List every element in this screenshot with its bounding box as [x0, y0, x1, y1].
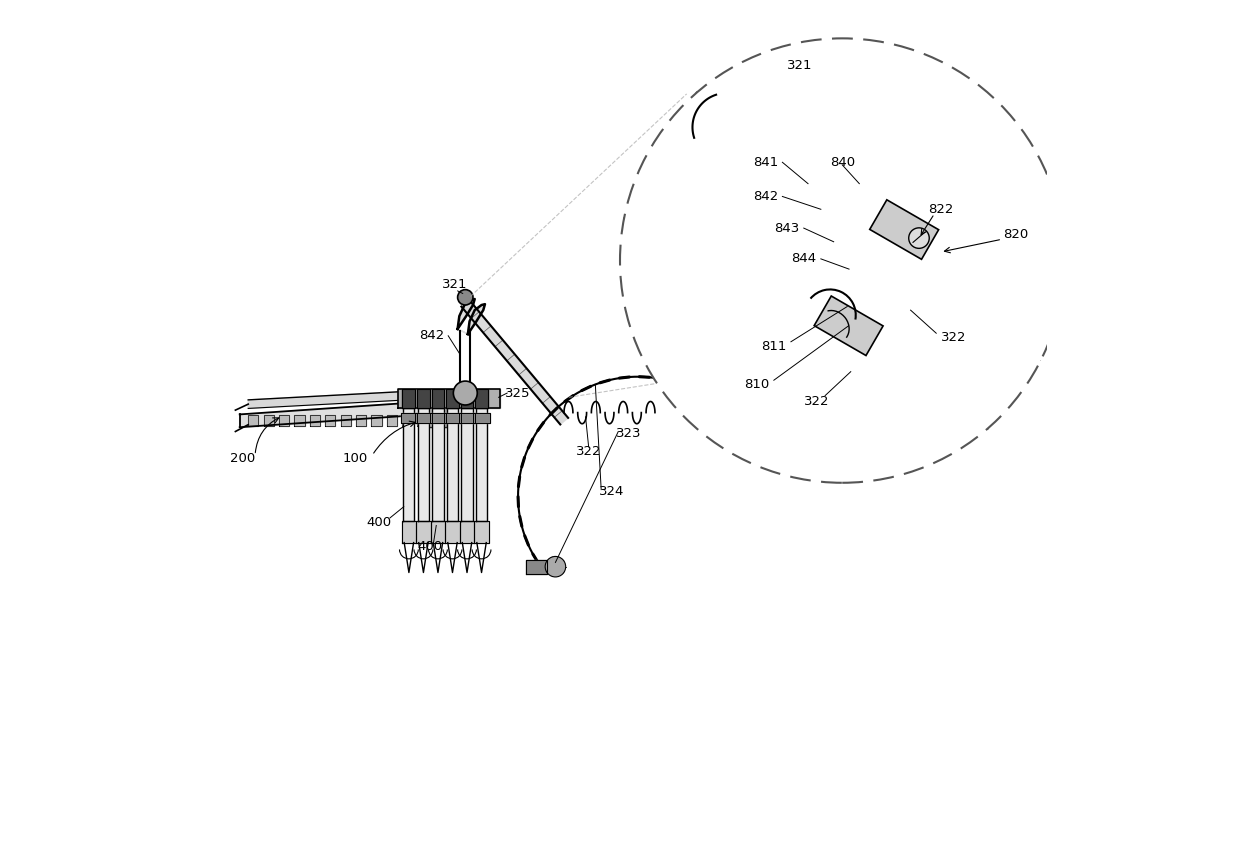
- Text: 200: 200: [229, 452, 255, 465]
- Polygon shape: [403, 388, 415, 407]
- Polygon shape: [475, 388, 489, 407]
- Text: 841: 841: [753, 156, 777, 169]
- Polygon shape: [401, 413, 417, 423]
- Polygon shape: [460, 521, 474, 543]
- Text: 844: 844: [791, 252, 816, 265]
- Polygon shape: [402, 521, 417, 543]
- Text: 843: 843: [774, 222, 800, 235]
- Text: 820: 820: [1003, 229, 1028, 242]
- Polygon shape: [415, 413, 432, 423]
- Text: 324: 324: [599, 485, 624, 498]
- Polygon shape: [458, 299, 485, 334]
- Polygon shape: [356, 415, 366, 426]
- Text: 840: 840: [830, 156, 854, 169]
- Polygon shape: [430, 521, 445, 543]
- Polygon shape: [432, 388, 444, 407]
- Text: 822: 822: [928, 203, 954, 216]
- Polygon shape: [460, 388, 474, 407]
- Polygon shape: [430, 413, 446, 423]
- Polygon shape: [417, 521, 430, 543]
- Polygon shape: [371, 415, 382, 426]
- Polygon shape: [310, 415, 320, 426]
- Polygon shape: [417, 388, 430, 407]
- Text: 323: 323: [616, 426, 641, 440]
- Polygon shape: [476, 407, 487, 521]
- Text: 811: 811: [761, 339, 786, 352]
- Polygon shape: [264, 415, 274, 426]
- Polygon shape: [341, 415, 351, 426]
- Text: 325: 325: [505, 387, 531, 400]
- Polygon shape: [526, 560, 547, 574]
- Text: 322: 322: [575, 444, 601, 457]
- Polygon shape: [869, 200, 939, 259]
- Polygon shape: [403, 407, 414, 521]
- Polygon shape: [418, 407, 429, 521]
- Polygon shape: [294, 415, 305, 426]
- Polygon shape: [325, 415, 335, 426]
- Polygon shape: [461, 407, 472, 521]
- Text: 810: 810: [744, 378, 769, 391]
- Text: 400: 400: [418, 540, 443, 553]
- Polygon shape: [474, 413, 490, 423]
- Text: 842: 842: [753, 190, 777, 203]
- Text: 322: 322: [804, 395, 830, 408]
- Circle shape: [620, 38, 1064, 482]
- Polygon shape: [474, 521, 489, 543]
- Polygon shape: [815, 296, 883, 356]
- Text: 321: 321: [443, 278, 467, 291]
- Polygon shape: [445, 521, 460, 543]
- Text: 100: 100: [342, 452, 368, 465]
- Circle shape: [909, 228, 929, 249]
- Polygon shape: [433, 407, 444, 521]
- Text: 321: 321: [786, 59, 812, 72]
- Circle shape: [458, 290, 472, 305]
- Circle shape: [454, 381, 477, 405]
- Polygon shape: [459, 413, 475, 423]
- Polygon shape: [418, 415, 428, 426]
- Polygon shape: [444, 413, 460, 423]
- Circle shape: [546, 557, 565, 577]
- Polygon shape: [425, 397, 446, 427]
- Text: 322: 322: [941, 331, 966, 344]
- Polygon shape: [279, 415, 289, 426]
- Polygon shape: [446, 388, 459, 407]
- Polygon shape: [446, 407, 458, 521]
- Polygon shape: [248, 415, 258, 426]
- Polygon shape: [461, 300, 568, 425]
- Text: 842: 842: [419, 330, 445, 343]
- Text: 400: 400: [367, 515, 392, 529]
- Polygon shape: [248, 390, 423, 408]
- Polygon shape: [398, 388, 501, 407]
- Polygon shape: [402, 415, 413, 426]
- Polygon shape: [239, 401, 428, 427]
- Polygon shape: [387, 415, 397, 426]
